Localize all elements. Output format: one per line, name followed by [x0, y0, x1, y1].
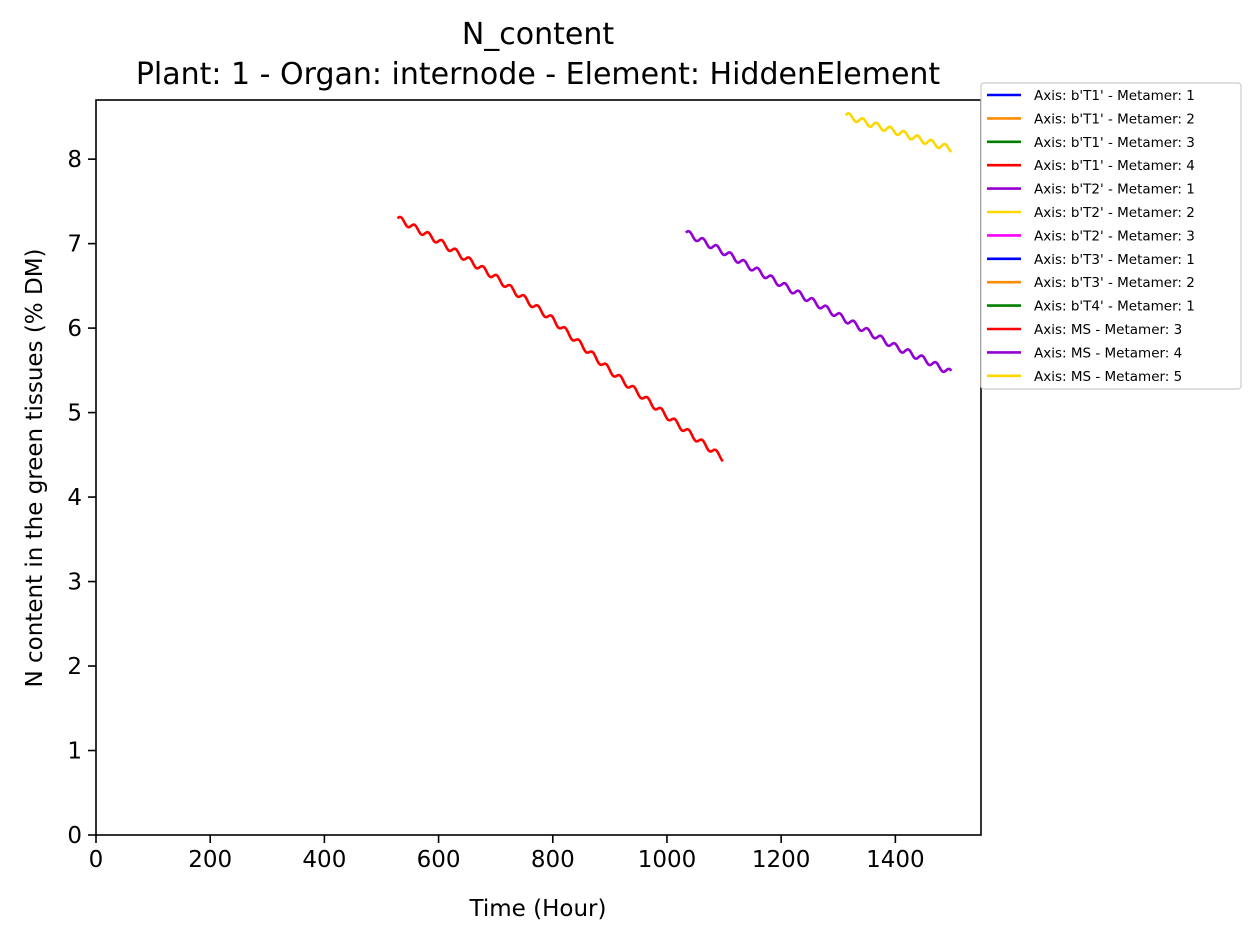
x-tick-label: 200: [188, 847, 232, 873]
y-tick-label: 0: [67, 823, 82, 849]
series-line: [396, 215, 724, 463]
y-tick-label: 6: [67, 316, 82, 342]
x-tick-label: 400: [302, 847, 346, 873]
x-tick-label: 600: [417, 847, 461, 873]
x-axis-label: Time (Hour): [469, 896, 607, 922]
legend: Axis: b'T1' - Metamer: 1 Axis: b'T1' - Me…: [980, 82, 1242, 390]
legend-label: Axis: MS - Metamer: 4: [1034, 345, 1182, 361]
plot-frame: [95, 99, 982, 836]
legend-label: Axis: b'T3' - Metamer: 1: [1034, 252, 1195, 268]
y-tick-label: 2: [67, 654, 82, 680]
x-tick-label: 800: [531, 847, 575, 873]
legend-label: Axis: b'T2' - Metamer: 2: [1034, 205, 1195, 221]
legend-label: Axis: b'T1' - Metamer: 3: [1034, 135, 1195, 151]
x-tick-label: 0: [89, 847, 104, 873]
y-tick-label: 4: [67, 485, 82, 511]
legend-label: Axis: b'T3' - Metamer: 2: [1034, 275, 1195, 291]
legend-label: Axis: MS - Metamer: 5: [1034, 369, 1182, 385]
y-tick-label: 1: [67, 739, 82, 765]
legend-label: Axis: b'T1' - Metamer: 4: [1034, 158, 1195, 174]
y-axis-label: N content in the green tissues (% DM): [22, 248, 48, 687]
legend-label: Axis: b'T4' - Metamer: 1: [1034, 299, 1195, 315]
series-line: [844, 112, 953, 153]
series-line: [684, 229, 953, 374]
legend-label: Axis: b'T2' - Metamer: 1: [1034, 182, 1195, 198]
legend-items: Axis: b'T1' - Metamer: 1 Axis: b'T1' - Me…: [987, 88, 1195, 385]
y-tick-label: 8: [67, 147, 82, 173]
x-tick-label: 1200: [752, 847, 811, 873]
x-axis-ticks: 0 200 400 600 800 1000 1200 1400: [89, 835, 925, 873]
legend-label: Axis: b'T1' - Metamer: 1: [1034, 88, 1195, 104]
legend-label: Axis: b'T1' - Metamer: 2: [1034, 111, 1195, 127]
x-tick-label: 1000: [638, 847, 697, 873]
y-axis-ticks: 0 1 2 3 4 5 6 7 8: [67, 147, 96, 849]
y-tick-label: 3: [67, 570, 82, 596]
y-tick-label: 7: [67, 232, 82, 258]
legend-label: Axis: MS - Metamer: 3: [1034, 322, 1182, 338]
x-tick-label: 1400: [866, 847, 925, 873]
legend-label: Axis: b'T2' - Metamer: 3: [1034, 228, 1195, 244]
legend-box: [980, 82, 1242, 390]
chart-subtitle: Plant: 1 - Organ: internode - Element: H…: [136, 57, 941, 92]
plot-lines: [396, 112, 953, 463]
chart-title: N_content: [462, 17, 615, 52]
y-tick-label: 5: [67, 401, 82, 427]
